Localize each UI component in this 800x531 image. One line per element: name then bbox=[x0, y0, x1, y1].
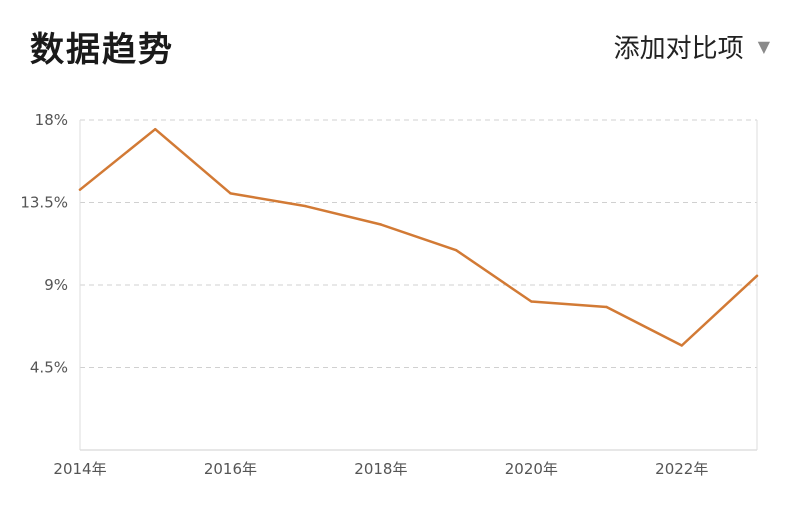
chart-axes bbox=[79, 120, 758, 451]
y-axis-ticks: 4.5% 9% 13.5% 18% bbox=[20, 111, 68, 377]
data-point[interactable] bbox=[379, 223, 383, 226]
data-point[interactable] bbox=[530, 300, 533, 303]
x-tick-label: 2022年 bbox=[655, 460, 708, 478]
data-point[interactable] bbox=[605, 305, 608, 309]
x-tick-label: 2018年 bbox=[354, 460, 407, 478]
chevron-down-icon: ▼ bbox=[757, 37, 770, 56]
x-tick-label: 2020年 bbox=[505, 460, 558, 478]
y-tick-label: 9% bbox=[44, 276, 68, 294]
add-compare-dropdown[interactable]: 添加对比项 ▼ bbox=[614, 28, 770, 65]
data-point[interactable] bbox=[229, 192, 232, 195]
x-axis-ticks: 2014年 2016年 2018年 2020年 2022年 bbox=[53, 460, 708, 478]
add-compare-label: 添加对比项 bbox=[613, 34, 744, 64]
data-point[interactable] bbox=[304, 204, 307, 208]
data-point[interactable] bbox=[78, 188, 82, 191]
data-point[interactable] bbox=[454, 248, 458, 252]
x-tick-label: 2014年 bbox=[53, 460, 106, 478]
series-line bbox=[78, 127, 759, 347]
x-tick-label: 2016年 bbox=[204, 460, 257, 478]
data-point[interactable] bbox=[755, 274, 759, 278]
page-title: 数据趋势 bbox=[30, 30, 174, 70]
chart-grid bbox=[80, 119, 757, 368]
y-tick-label: 18% bbox=[35, 111, 68, 129]
data-point[interactable] bbox=[680, 344, 683, 347]
data-point[interactable] bbox=[154, 127, 157, 131]
y-tick-label: 13.5% bbox=[20, 194, 68, 212]
chart-series bbox=[78, 127, 759, 347]
y-tick-label: 4.5% bbox=[30, 359, 68, 377]
